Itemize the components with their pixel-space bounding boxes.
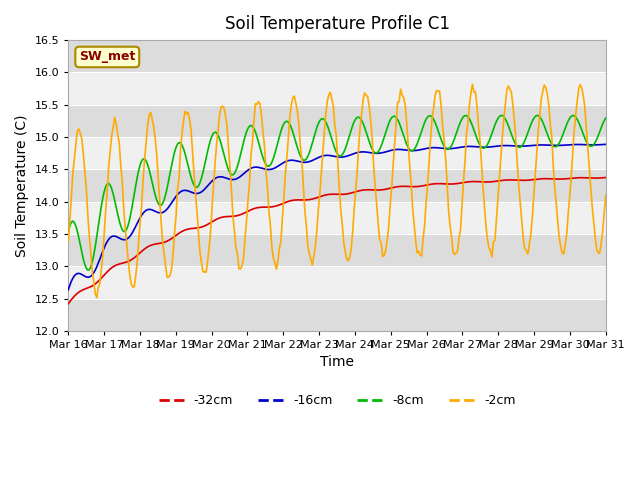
Legend: -32cm, -16cm, -8cm, -2cm: -32cm, -16cm, -8cm, -2cm bbox=[154, 389, 520, 412]
X-axis label: Time: Time bbox=[320, 355, 354, 370]
Bar bbox=[68, 105, 605, 137]
Bar bbox=[68, 169, 605, 202]
Text: SW_met: SW_met bbox=[79, 50, 136, 63]
Bar bbox=[68, 299, 605, 331]
Title: Soil Temperature Profile C1: Soil Temperature Profile C1 bbox=[225, 15, 449, 33]
Bar bbox=[68, 40, 605, 72]
Y-axis label: Soil Temperature (C): Soil Temperature (C) bbox=[15, 114, 29, 257]
Bar bbox=[68, 234, 605, 266]
